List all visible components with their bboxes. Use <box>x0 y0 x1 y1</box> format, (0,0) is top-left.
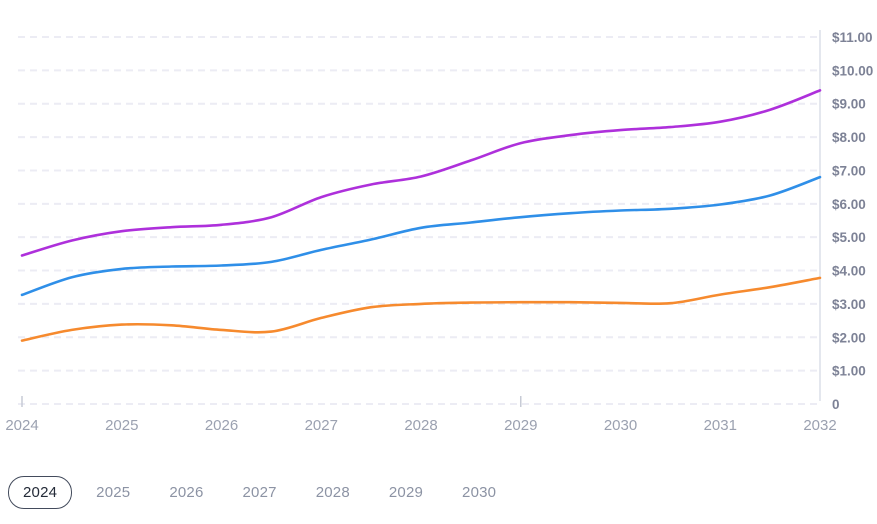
year-pill-2026[interactable]: 2026 <box>154 476 218 509</box>
y-axis-label: $11.00 <box>832 30 873 45</box>
purple-series-line <box>20 89 822 257</box>
year-filter: 2024 2025 2026 2027 2028 2029 2030 <box>8 476 511 509</box>
x-axis-label: 2026 <box>205 417 238 434</box>
blue-series-line <box>20 175 822 297</box>
gridlines <box>18 36 820 405</box>
x-axis-label: 2031 <box>704 417 737 434</box>
y-axis-label: $6.00 <box>832 197 866 212</box>
y-axis-label: $10.00 <box>832 63 873 78</box>
y-axis-label: $9.00 <box>832 97 866 112</box>
x-axis-label: 2030 <box>604 417 637 434</box>
x-axis-label: 2029 <box>504 417 537 434</box>
line-chart: 0 $1.00 $2.00 $3.00 $4.00 $5.00 $6.00 $7.00 $8.0… <box>5 30 873 434</box>
x-axis-label: 2028 <box>404 417 437 434</box>
y-axis-label: $1.00 <box>832 364 866 379</box>
x-axis-label: 2027 <box>305 417 338 434</box>
year-pill-2029[interactable]: 2029 <box>374 476 438 509</box>
y-axis-label: 0 <box>832 397 840 412</box>
x-axis-label: 2024 <box>5 417 38 434</box>
y-axis-label: $5.00 <box>832 230 866 245</box>
year-pill-2027[interactable]: 2027 <box>228 476 292 509</box>
year-pill-2030[interactable]: 2030 <box>447 476 511 509</box>
y-axis-label: $7.00 <box>832 163 866 178</box>
y-axis-label: $4.00 <box>832 264 866 279</box>
y-axis-label: $2.00 <box>832 330 866 345</box>
y-axis-label: $8.00 <box>832 130 866 145</box>
year-pill-2025[interactable]: 2025 <box>81 476 145 509</box>
orange-series-line <box>20 276 822 342</box>
x-axis-label: 2025 <box>105 417 138 434</box>
year-pill-2028[interactable]: 2028 <box>301 476 365 509</box>
y-axis-label: $3.00 <box>832 297 866 312</box>
year-pill-2024[interactable]: 2024 <box>8 476 73 509</box>
x-axis-label: 2032 <box>803 417 836 434</box>
